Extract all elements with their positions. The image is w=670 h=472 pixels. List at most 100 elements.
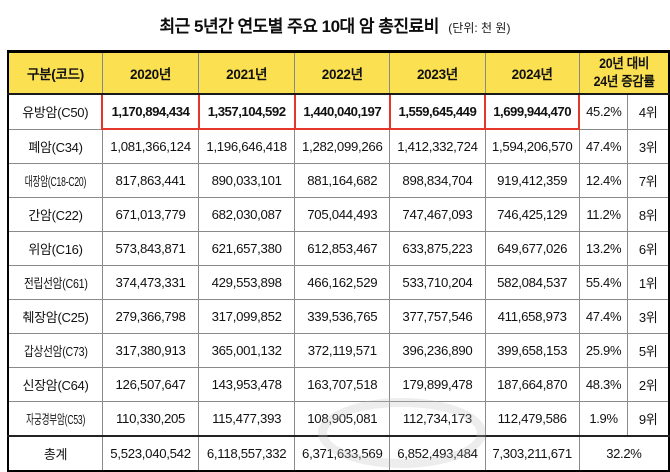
cell-rank: 4위 [627, 93, 670, 130]
cell-cost-value: 396,236,890 [389, 333, 486, 368]
cell-cost-value: 919,412,359 [484, 163, 580, 198]
table-row: 위암(C16) 573,843,871 621,657,380 612,853,467… [7, 231, 670, 266]
row-label-text: 갑상선암(C73) [23, 344, 88, 359]
cell-cost-value: 1,170,894,434 [101, 93, 200, 130]
row-label: 간암(C22) [7, 197, 103, 232]
cell-cost-value: 279,366,798 [101, 299, 200, 334]
cell-cost-value: 612,853,467 [294, 231, 391, 266]
cell-cost-value: 372,119,571 [294, 333, 391, 368]
row-label: 자궁경부암(C53) [7, 401, 103, 437]
table-row: 갑상선암(C73) 317,380,913 365,001,132 372,119,5… [7, 333, 670, 368]
change-header-line2: 24년 증감률 [593, 74, 655, 89]
cell-total-value: 6,371,633,569 [294, 435, 391, 472]
col-header-2021: 2021년 [198, 51, 296, 95]
table-row: 폐암(C34) 1,081,366,124 1,196,646,418 1,282,0… [7, 128, 670, 164]
row-label: 췌장암(C25) [7, 299, 103, 334]
row-label: 대장암(C18-C20) [7, 163, 103, 198]
cell-cost-value: 746,425,129 [484, 197, 580, 232]
cell-cost-value: 1,357,104,592 [197, 93, 296, 130]
cell-change-pct: 12.4% [578, 163, 629, 198]
cell-cost-value: 187,664,870 [484, 367, 580, 402]
row-label: 신장암(C64) [7, 367, 103, 402]
cell-cost-value: 682,030,087 [198, 197, 296, 232]
cell-rank: 6위 [627, 231, 670, 266]
row-label-text: 폐암(C34) [28, 139, 83, 155]
table-row: 대장암(C18-C20) 817,863,441 890,033,101 881,16… [7, 163, 670, 198]
cell-rank: 9위 [627, 401, 670, 437]
row-label-text: 대장암(C18-C20) [24, 174, 87, 189]
row-label: 유방암(C50) [7, 93, 103, 130]
cell-cost-value: 108,905,081 [294, 401, 391, 437]
cell-change-pct: 48.3% [578, 367, 629, 402]
cell-cost-value: 1,196,646,418 [198, 128, 296, 164]
cell-cost-value: 112,479,586 [484, 401, 580, 437]
cell-cost-value: 377,757,546 [389, 299, 486, 334]
cell-change-pct: 1.9% [578, 401, 629, 437]
cell-cost-value: 411,658,973 [484, 299, 580, 334]
cell-cost-value: 1,594,206,570 [484, 128, 580, 164]
cell-cost-value: 179,899,478 [389, 367, 486, 402]
col-header-2023: 2023년 [389, 51, 486, 95]
cell-rank: 8위 [627, 197, 670, 232]
cell-change-pct: 13.2% [578, 231, 629, 266]
cell-cost-value: 365,001,132 [198, 333, 296, 368]
cell-cost-value: 633,875,223 [389, 231, 486, 266]
title-block: 최근 5년간 연도별 주요 10대 암 총진료비 (단위: 천 원) [0, 0, 670, 37]
row-label-text: 총계 [43, 447, 68, 462]
col-header-category: 구분(코드) [7, 51, 103, 95]
cell-cost-value: 339,536,765 [294, 299, 391, 334]
cell-rank: 5위 [627, 333, 670, 368]
cell-cost-value: 890,033,101 [198, 163, 296, 198]
unit-note: (단위: 천 원) [448, 21, 511, 35]
cell-rank: 1위 [627, 265, 670, 300]
row-label-text: 자궁경부암(C53) [26, 412, 85, 427]
cell-cost-value: 115,477,393 [198, 401, 296, 437]
table-body: 유방암(C50) 1,170,894,434 1,357,104,592 1,440,… [7, 93, 670, 472]
row-label: 위암(C16) [7, 231, 103, 266]
cell-cost-value: 817,863,441 [101, 163, 200, 198]
cell-change-pct: 47.4% [578, 299, 629, 334]
cell-cost-value: 649,677,026 [484, 231, 580, 266]
row-label-text: 전립선암(C61) [23, 276, 88, 291]
cell-cost-value: 898,834,704 [389, 163, 486, 198]
cell-change-pct: 11.2% [578, 197, 629, 232]
cell-cost-value: 143,953,478 [198, 367, 296, 402]
cell-change-pct: 47.4% [578, 128, 629, 164]
row-label-text: 간암(C22) [28, 208, 83, 223]
row-label-text: 유방암(C50) [22, 105, 89, 121]
cell-cost-value: 399,658,153 [484, 333, 580, 368]
row-label-text: 위암(C16) [28, 242, 83, 257]
cell-cost-value: 881,164,682 [294, 163, 391, 198]
cell-cost-value: 1,559,645,449 [388, 93, 487, 130]
cell-cost-value: 317,099,852 [198, 299, 296, 334]
cell-change-pct: 25.9% [578, 333, 629, 368]
cell-cost-value: 112,734,173 [389, 401, 486, 437]
table-header: 구분(코드) 2020년 2021년 2022년 2023년 2024년 20년… [7, 51, 670, 95]
page-title: 최근 5년간 연도별 주요 10대 암 총진료비 [159, 17, 440, 36]
table-row: 자궁경부암(C53) 110,330,205 115,477,393 108,905,… [7, 401, 670, 437]
table-row: 간암(C22) 671,013,779 682,030,087 705,044,493… [7, 197, 670, 232]
cell-rank: 3위 [627, 128, 670, 164]
cell-cost-value: 1,282,099,266 [294, 128, 391, 164]
header-row: 구분(코드) 2020년 2021년 2022년 2023년 2024년 20년… [7, 51, 670, 95]
cell-cost-value: 466,162,529 [294, 265, 391, 300]
row-label: 폐암(C34) [7, 128, 103, 164]
cell-cost-value: 747,467,093 [389, 197, 486, 232]
change-header-line1: 20년 대비 [598, 55, 649, 71]
cell-cost-value: 1,699,944,470 [484, 93, 581, 130]
table-row: 유방암(C50) 1,170,894,434 1,357,104,592 1,440,… [7, 93, 670, 130]
cell-cost-value: 163,707,518 [294, 367, 391, 402]
row-label: 전립선암(C61) [7, 265, 103, 300]
cell-cost-value: 621,657,380 [198, 231, 296, 266]
col-header-2024: 2024년 [484, 51, 580, 95]
col-header-change-rate: 20년 대비 24년 증감률 [578, 51, 670, 95]
cell-change-pct: 55.4% [578, 265, 629, 300]
col-header-2020: 2020년 [101, 51, 200, 95]
table-row: 췌장암(C25) 279,366,798 317,099,852 339,536,76… [7, 299, 670, 334]
table-row: 신장암(C64) 126,507,647 143,953,478 163,707,51… [7, 367, 670, 402]
cell-cost-value: 110,330,205 [101, 401, 200, 437]
cell-rank: 7위 [627, 163, 670, 198]
cell-cost-value: 1,440,040,197 [293, 93, 391, 130]
cell-total-change-pct: 32.2% [578, 435, 670, 472]
